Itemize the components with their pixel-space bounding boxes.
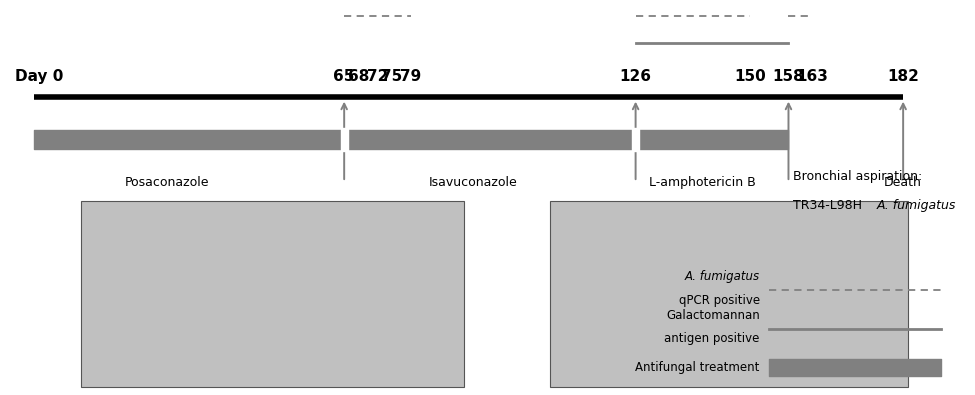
Text: 72: 72: [367, 70, 388, 85]
Text: 79: 79: [401, 70, 421, 85]
Text: Isavuconazole: Isavuconazole: [429, 176, 518, 189]
Text: Day 0: Day 0: [15, 70, 63, 85]
Text: TR34-L98H: TR34-L98H: [794, 199, 866, 213]
Bar: [81, 201, 464, 387]
Text: L-amphotericin B: L-amphotericin B: [649, 176, 756, 189]
Bar: [550, 201, 908, 387]
Text: 150: 150: [734, 70, 766, 85]
Text: A. fumigatus: A. fumigatus: [684, 270, 760, 283]
Text: antigen positive: antigen positive: [664, 332, 760, 345]
Text: 75: 75: [381, 70, 403, 85]
Text: 158: 158: [772, 70, 804, 85]
Text: A. fumigatus: A. fumigatus: [877, 199, 956, 213]
Text: Bronchial aspiration:: Bronchial aspiration:: [794, 170, 922, 183]
Text: Galactomannan: Galactomannan: [666, 309, 760, 322]
Text: 68: 68: [348, 70, 370, 85]
Text: Antifungal treatment: Antifungal treatment: [636, 361, 760, 374]
Text: qPCR positive: qPCR positive: [679, 293, 760, 307]
Text: 182: 182: [887, 70, 919, 85]
Text: 163: 163: [797, 70, 829, 85]
Text: 126: 126: [619, 70, 651, 85]
Text: Posaconazole: Posaconazole: [125, 176, 210, 189]
Text: 65: 65: [333, 70, 355, 85]
Text: Death: Death: [884, 176, 922, 189]
